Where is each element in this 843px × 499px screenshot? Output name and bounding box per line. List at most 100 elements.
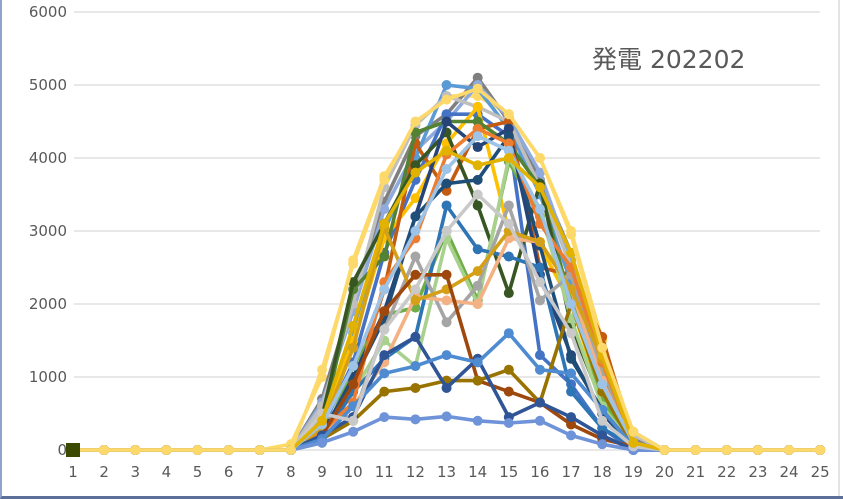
data-point-marker xyxy=(441,317,452,328)
data-point-marker xyxy=(472,415,483,426)
data-point-marker xyxy=(441,295,452,306)
data-point-marker xyxy=(161,445,172,455)
data-point-marker xyxy=(379,324,390,335)
data-point-marker xyxy=(472,142,483,153)
x-tick-label: 14 xyxy=(468,463,487,481)
data-point-marker xyxy=(597,423,608,434)
data-point-marker xyxy=(503,145,514,156)
data-point-marker xyxy=(597,430,608,441)
data-point-marker xyxy=(410,167,421,178)
chart-right-border xyxy=(838,0,840,496)
data-point-marker xyxy=(379,412,390,423)
data-point-marker xyxy=(503,218,514,229)
data-point-marker xyxy=(472,116,483,127)
y-tick-label: 0 xyxy=(57,441,67,459)
data-point-marker xyxy=(534,204,545,215)
x-axis-ticks: 1 2 3 4 5 6 7 8 9 10 11 12 13 14 15 16 17 18 19 20 21 22 23 24 2… xyxy=(68,463,829,481)
data-point-marker xyxy=(566,328,577,339)
data-point-marker xyxy=(410,382,421,393)
x-tick-label: 2 xyxy=(99,463,109,481)
data-point-marker xyxy=(597,379,608,390)
data-point-marker xyxy=(441,382,452,393)
data-point-marker xyxy=(472,189,483,200)
data-point-marker xyxy=(534,415,545,426)
data-point-marker xyxy=(659,445,670,455)
x-tick-label: 1 xyxy=(68,463,78,481)
data-point-marker xyxy=(410,226,421,236)
data-point-marker xyxy=(628,437,639,448)
series-s17 xyxy=(68,233,826,455)
data-point-marker xyxy=(348,379,359,390)
data-point-marker xyxy=(597,342,608,353)
x-tick-label: 20 xyxy=(655,463,674,481)
data-point-marker xyxy=(285,445,296,455)
data-point-marker xyxy=(566,229,577,240)
y-tick-label: 6000 xyxy=(29,3,67,21)
x-tick-label: 22 xyxy=(717,463,736,481)
data-point-marker xyxy=(441,226,452,236)
data-point-marker xyxy=(534,277,545,288)
data-point-marker xyxy=(472,174,483,185)
data-point-marker xyxy=(410,284,421,295)
data-point-marker xyxy=(223,445,234,455)
data-point-marker xyxy=(441,94,452,105)
data-point-marker xyxy=(379,174,390,185)
x-tick-label: 23 xyxy=(748,463,767,481)
data-point-marker xyxy=(410,116,421,127)
data-point-marker xyxy=(534,397,545,408)
data-point-marker xyxy=(503,138,514,149)
data-point-marker xyxy=(472,244,483,255)
data-point-marker xyxy=(534,295,545,306)
data-point-marker xyxy=(348,342,359,353)
x-tick-label: 24 xyxy=(779,463,798,481)
data-point-marker xyxy=(441,80,452,90)
data-point-marker xyxy=(472,280,483,291)
data-point-marker xyxy=(566,419,577,430)
series-line xyxy=(71,414,822,452)
square-marker-icon xyxy=(66,443,80,457)
data-point-marker xyxy=(379,350,390,361)
x-tick-label: 6 xyxy=(224,463,234,481)
data-point-marker xyxy=(503,251,514,262)
y-axis-ticks: 0 1000 2000 3000 4000 5000 6000 xyxy=(29,3,67,459)
data-point-marker xyxy=(815,445,826,455)
series-s06 xyxy=(68,109,826,455)
data-point-marker xyxy=(441,350,452,361)
data-point-marker xyxy=(99,445,110,455)
data-point-marker xyxy=(441,163,452,174)
data-point-marker xyxy=(348,415,359,426)
x-tick-label: 10 xyxy=(344,463,363,481)
data-point-marker xyxy=(348,258,359,269)
data-point-marker xyxy=(752,445,763,455)
data-point-marker xyxy=(379,204,390,215)
data-point-marker xyxy=(348,361,359,372)
data-point-marker xyxy=(597,439,608,450)
data-point-marker xyxy=(410,331,421,342)
y-tick-label: 5000 xyxy=(29,76,67,94)
data-point-marker xyxy=(503,417,514,428)
chart-title: 発電 202202 xyxy=(592,45,745,74)
data-point-marker xyxy=(597,415,608,426)
series-s28 xyxy=(68,83,826,455)
data-point-marker xyxy=(192,445,203,455)
data-point-marker xyxy=(472,131,483,142)
data-point-marker xyxy=(472,123,483,134)
data-point-marker xyxy=(566,430,577,441)
data-point-marker xyxy=(410,193,421,204)
data-point-marker xyxy=(379,306,390,317)
series-lines xyxy=(68,72,826,455)
data-point-marker xyxy=(441,178,452,189)
data-point-marker xyxy=(410,211,421,222)
data-point-marker xyxy=(410,160,421,171)
data-point-marker xyxy=(441,145,452,156)
data-point-marker xyxy=(534,350,545,361)
x-tick-label: 17 xyxy=(562,463,581,481)
data-point-marker xyxy=(410,361,421,372)
data-point-marker xyxy=(721,445,732,455)
data-point-marker xyxy=(379,251,390,262)
data-point-marker xyxy=(503,200,514,211)
data-point-marker xyxy=(441,269,452,280)
data-point-marker xyxy=(534,153,545,163)
data-point-marker xyxy=(503,131,514,142)
